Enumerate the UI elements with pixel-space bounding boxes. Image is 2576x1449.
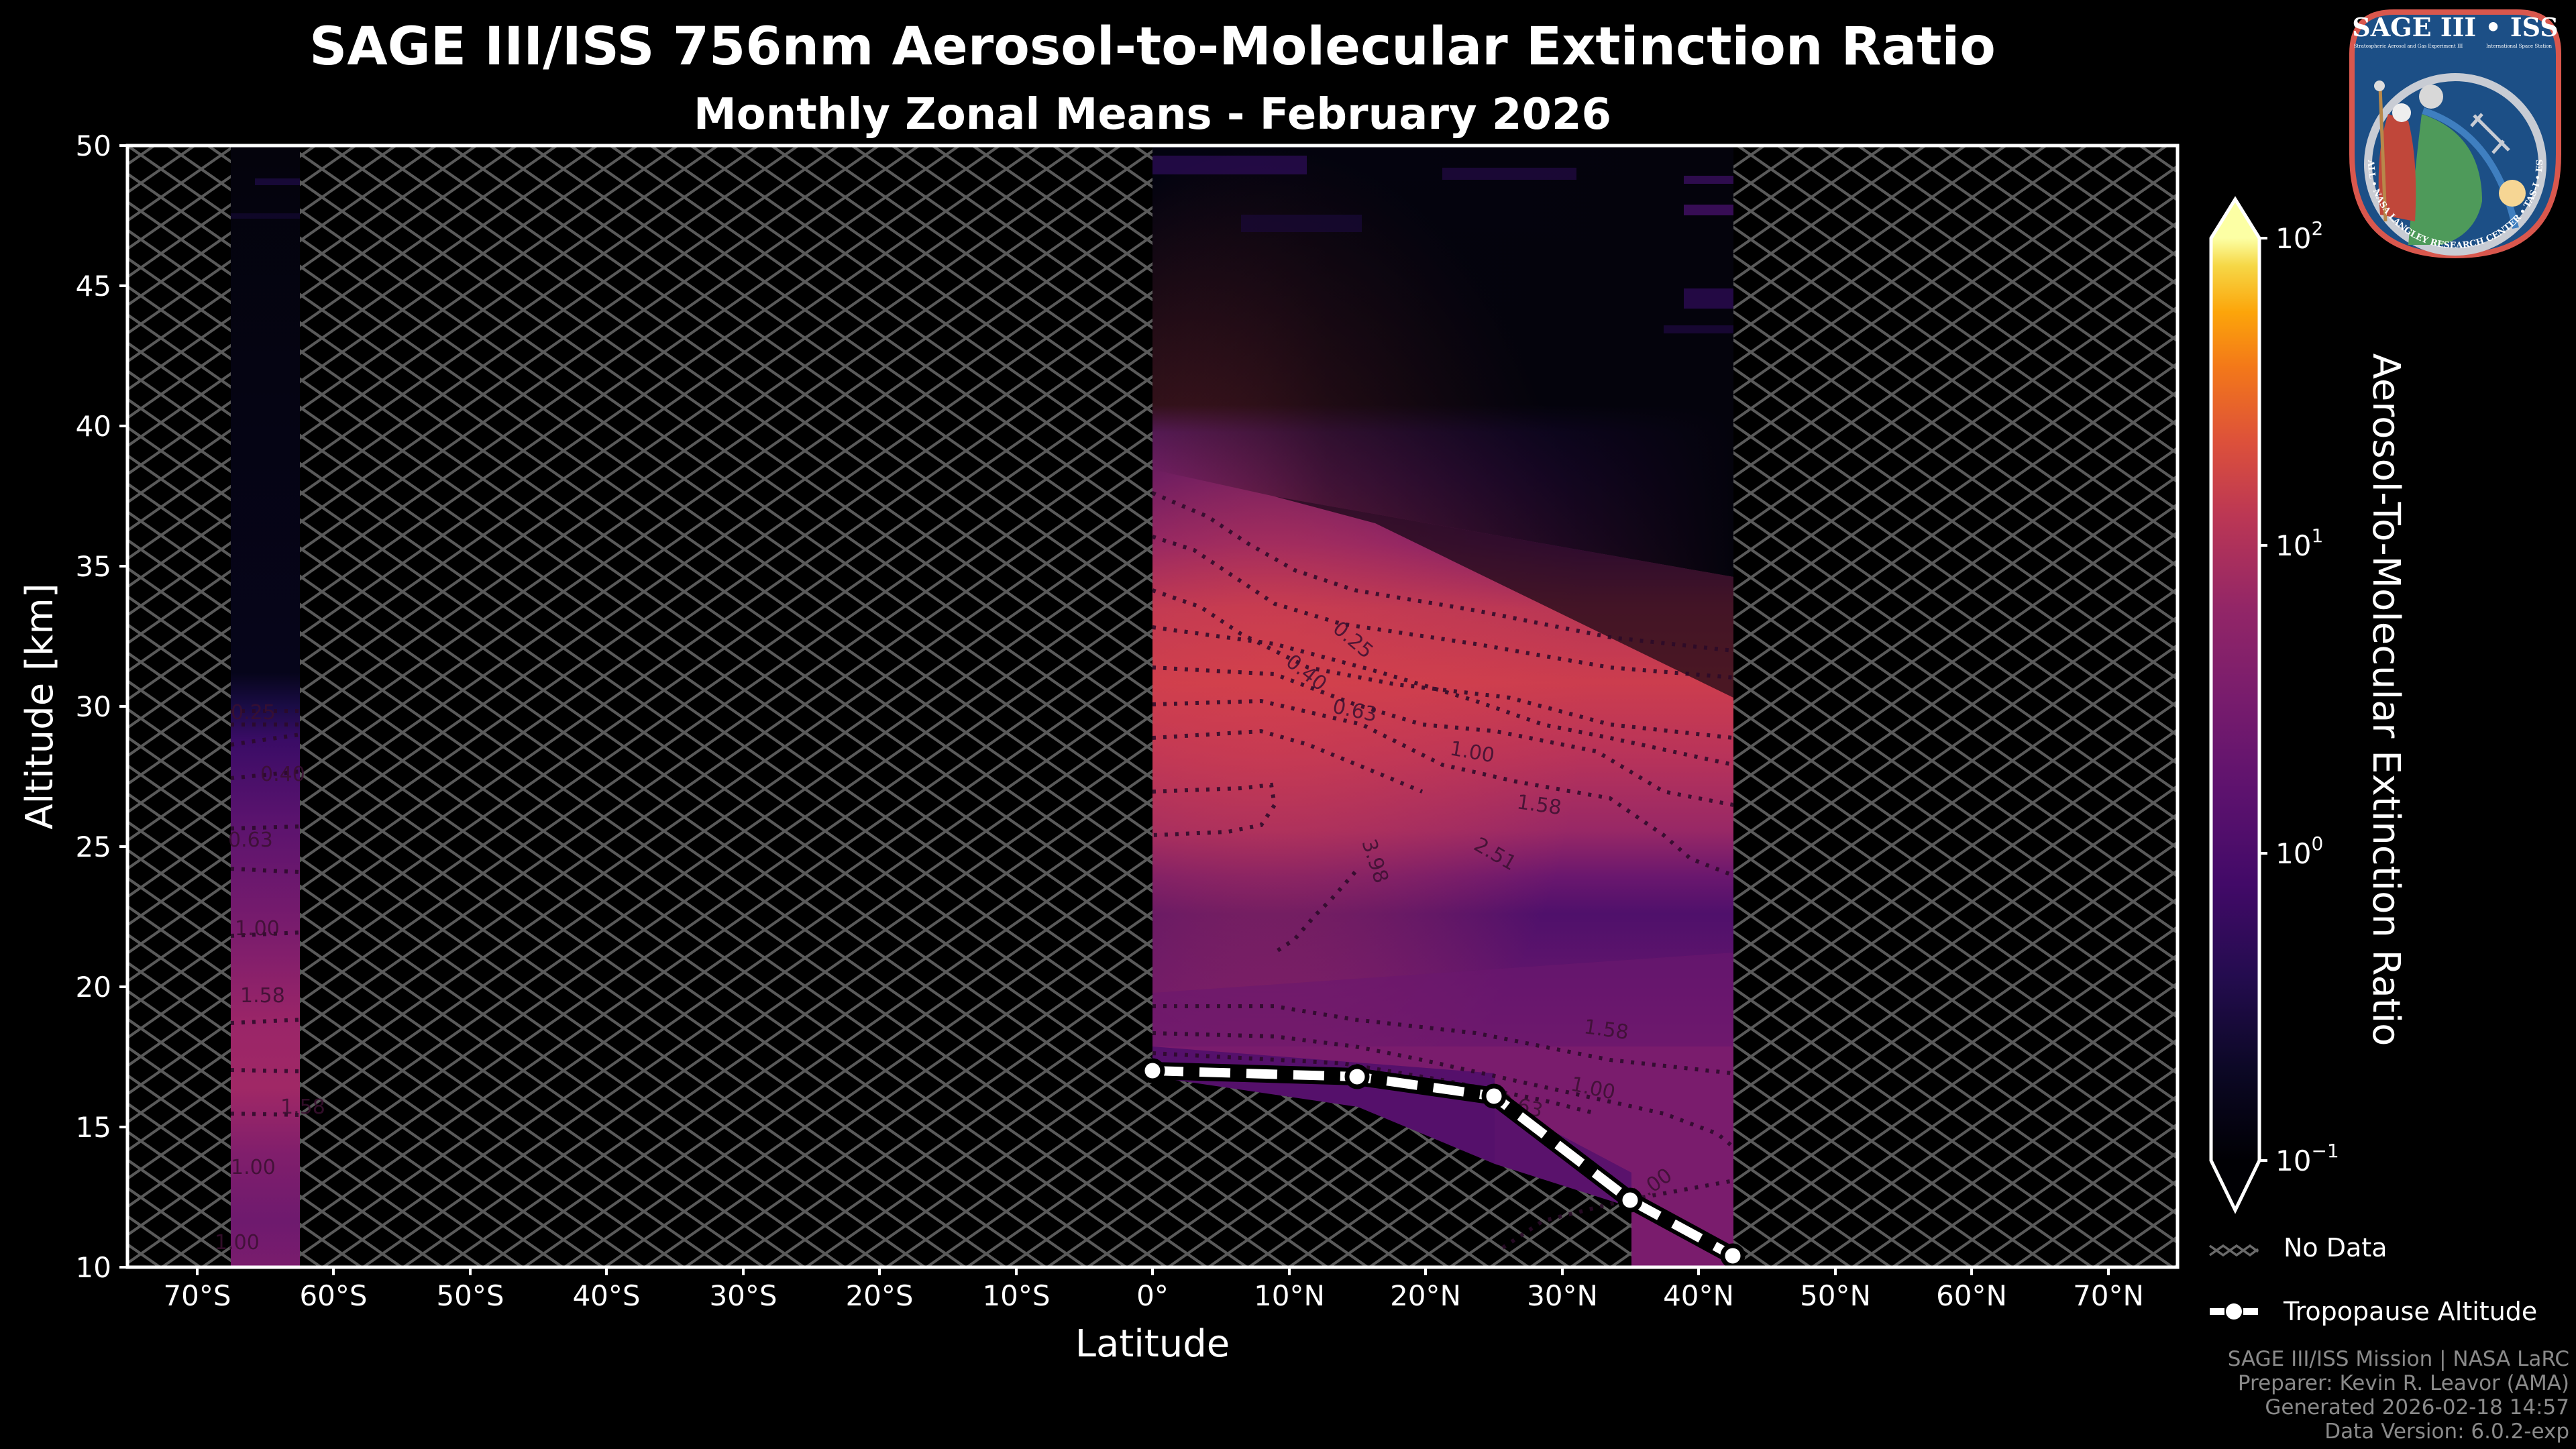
x-tick-label: 40°S	[572, 1279, 640, 1312]
x-tick-label: 20°N	[1390, 1279, 1461, 1312]
colorbar-extend-max	[2211, 199, 2259, 238]
y-tick-label: 35	[76, 550, 111, 583]
logo-title: SAGE III • ISS	[2352, 12, 2558, 42]
x-tick-label: 10°S	[982, 1279, 1050, 1312]
colorbar-gradient	[2211, 238, 2259, 1161]
central-data-block	[1152, 146, 1733, 1267]
y-axis: 10 15 20 25 30 35 40 45 50 Altitude [km]	[18, 129, 127, 1284]
tropopause-point[interactable]	[1140, 1058, 1165, 1083]
credits-preparer: Preparer: Kevin R. Leavor (AMA)	[2238, 1371, 2569, 1395]
credits-mission: SAGE III/ISS Mission | NASA LaRC	[2228, 1347, 2569, 1371]
x-axis-label: Latitude	[1075, 1322, 1230, 1366]
contour-label: 1.58	[280, 1095, 325, 1119]
contour-label: 0.25	[231, 701, 276, 724]
x-tick-label: 50°S	[436, 1279, 504, 1312]
contour-label: 1.00	[231, 1156, 276, 1179]
hatch-swatch-icon	[2208, 1244, 2259, 1257]
legend-label: Tropopause Altitude	[2283, 1297, 2537, 1326]
credits-generated: Generated 2026-02-18 14:57	[2265, 1395, 2569, 1419]
colorbar-extend-min	[2211, 1161, 2259, 1210]
plot-area: 0.25 0.40 0.63 1.00 1.58 2.51 3.98 1.58 …	[127, 146, 2178, 1267]
x-tick-label: 10°N	[1254, 1279, 1325, 1312]
y-tick-label: 30	[76, 690, 111, 723]
southern-data-strip	[231, 146, 300, 1267]
legend-item-tropopause: Tropopause Altitude	[2210, 1297, 2537, 1326]
legend: No Data Tropopause Altitude	[2208, 1233, 2537, 1326]
contour-label: 1.58	[240, 984, 285, 1008]
colorbar-tick-label: 101	[2275, 525, 2323, 562]
x-tick-label: 0°	[1136, 1279, 1169, 1312]
iss-icon	[2470, 113, 2510, 154]
y-tick-label: 15	[76, 1111, 111, 1144]
legend-label: No Data	[2284, 1233, 2387, 1263]
y-tick-label: 40	[76, 410, 111, 443]
x-tick-label: 20°S	[845, 1279, 913, 1312]
contour-label: 1.00	[215, 1231, 260, 1254]
x-tick-label: 60°N	[1936, 1279, 2007, 1312]
contour-label: 0.63	[228, 828, 273, 852]
credits-data-version: Data Version: 6.0.2-exp	[2324, 1419, 2569, 1444]
credits: SAGE III/ISS Mission | NASA LaRC Prepare…	[2228, 1347, 2569, 1444]
colorbar-tick-label: 100	[2275, 833, 2323, 870]
contour-label: 0.40	[260, 763, 305, 786]
tropopause-line[interactable]	[1140, 1058, 1746, 1267]
x-tick-label: 40°N	[1663, 1279, 1734, 1312]
y-tick-label: 10	[76, 1251, 111, 1284]
x-tick-label: 70°S	[163, 1279, 231, 1312]
y-tick-label: 45	[76, 270, 111, 303]
y-axis-label: Altitude [km]	[18, 583, 62, 829]
x-tick-label: 50°N	[1800, 1279, 1871, 1312]
tropopause-point[interactable]	[1344, 1064, 1370, 1089]
y-tick-label: 50	[76, 129, 111, 162]
tropopause-point[interactable]	[1617, 1187, 1643, 1213]
x-tick-label: 70°N	[2073, 1279, 2144, 1312]
x-tick-label: 30°N	[1527, 1279, 1598, 1312]
legend-item-no-data: No Data	[2208, 1233, 2387, 1263]
y-tick-label: 25	[76, 830, 111, 863]
colorbar-label: Aerosol-To-Molecular Extinction Ratio	[2364, 354, 2408, 1046]
logo-subtitle-left: Stratospheric Aerosol and Gas Experiment…	[2354, 44, 2463, 49]
x-axis: 70°S 60°S 50°S 40°S 30°S 20°S 10°S 0° 10…	[163, 1267, 2144, 1366]
contour-label: 1.00	[235, 917, 280, 941]
tropopause-point[interactable]	[1481, 1083, 1507, 1109]
colorbar: 102 101 100 10−1 Aerosol-To-Molecular Ex…	[2209, 196, 2408, 1214]
logo-subtitle-right: International Space Station	[2486, 44, 2552, 49]
x-tick-label: 30°S	[709, 1279, 777, 1312]
y-tick-label: 20	[76, 971, 111, 1004]
chart-subtitle: Monthly Zonal Means - February 2026	[694, 90, 1611, 140]
chart-title: SAGE III/ISS 756nm Aerosol-to-Molecular …	[309, 17, 1996, 77]
southern-strip-wisps	[231, 178, 300, 219]
colorbar-tick-label: 102	[2275, 217, 2323, 255]
dashed-line-marker-icon	[2210, 1303, 2258, 1320]
tropopause-point[interactable]	[1720, 1243, 1746, 1267]
colorbar-tick-label: 10−1	[2275, 1140, 2339, 1177]
x-tick-label: 60°S	[299, 1279, 367, 1312]
